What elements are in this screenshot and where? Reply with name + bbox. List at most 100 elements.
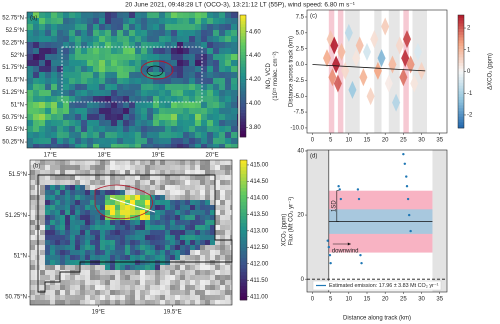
map-cell xyxy=(55,215,60,220)
map-cell xyxy=(60,250,65,255)
map-cell xyxy=(205,230,210,235)
map-cell xyxy=(45,138,51,144)
map-cell xyxy=(195,160,200,165)
map-cell xyxy=(105,24,111,30)
map-cell xyxy=(80,280,85,285)
map-cell xyxy=(93,120,99,126)
map-cell xyxy=(110,180,115,185)
colorbar-cell xyxy=(240,30,246,34)
map-cell xyxy=(55,200,60,205)
map-cell xyxy=(219,138,225,144)
map-cell xyxy=(189,144,195,148)
map-cell xyxy=(55,225,60,230)
map-cell xyxy=(120,280,125,285)
map-cell xyxy=(170,295,175,300)
map-cell xyxy=(190,245,195,250)
map-cell xyxy=(180,265,185,270)
map-cell xyxy=(93,24,99,30)
map-cell xyxy=(110,235,115,240)
map-cell xyxy=(99,84,105,90)
map-cell xyxy=(90,275,95,280)
map-cell xyxy=(180,245,185,250)
map-cell xyxy=(213,126,219,132)
map-cell xyxy=(210,275,215,280)
map-cell xyxy=(177,138,183,144)
map-cell xyxy=(225,114,231,120)
map-cell xyxy=(50,180,55,185)
map-cell xyxy=(140,270,145,275)
map-cell xyxy=(115,185,120,190)
map-cell xyxy=(35,270,40,275)
map-cell xyxy=(237,126,238,132)
map-cell xyxy=(105,300,110,305)
map-cell xyxy=(27,96,33,102)
map-cell xyxy=(105,54,111,60)
colorbar-cell xyxy=(458,113,464,117)
map-cell xyxy=(75,180,80,185)
map-cell xyxy=(93,18,99,24)
map-cell xyxy=(60,210,65,215)
diamond xyxy=(328,68,337,87)
colorbar-cell xyxy=(458,71,464,75)
map-cell xyxy=(50,260,55,265)
map-cell xyxy=(145,190,150,195)
colorbar-cell xyxy=(240,261,247,266)
map-cell xyxy=(231,48,237,54)
map-cell xyxy=(60,270,65,275)
map-cell xyxy=(69,12,75,18)
map-cell xyxy=(95,230,100,235)
map-cell xyxy=(85,235,90,240)
map-cell xyxy=(35,220,40,225)
y-tick-label: 51.25°N xyxy=(5,213,27,219)
map-cell xyxy=(65,160,70,165)
map-cell xyxy=(165,180,170,185)
map-cell xyxy=(190,235,195,240)
colorbar-cell xyxy=(240,181,247,185)
flux-point xyxy=(407,213,411,217)
map-cell xyxy=(141,96,147,102)
map-cell xyxy=(225,18,231,24)
map-cell xyxy=(117,108,123,114)
map-cell xyxy=(130,195,135,200)
map-cell xyxy=(39,66,45,72)
map-cell xyxy=(57,144,63,148)
map-cell xyxy=(40,210,45,215)
map-cell xyxy=(75,48,81,54)
map-cell xyxy=(45,126,51,132)
map-cell xyxy=(140,250,145,255)
map-cell xyxy=(170,285,175,290)
map-cell xyxy=(207,48,213,54)
map-cell xyxy=(205,180,210,185)
map-cell xyxy=(140,200,145,205)
map-cell xyxy=(85,240,90,245)
colorbar-tick-label: 411.00 xyxy=(250,294,269,300)
map-cell xyxy=(39,144,45,148)
map-cell xyxy=(205,240,210,245)
map-cell xyxy=(190,160,195,165)
map-cell xyxy=(145,220,150,225)
map-cell xyxy=(185,265,190,270)
map-cell xyxy=(207,72,213,78)
map-cell xyxy=(219,24,225,30)
map-cell xyxy=(141,42,147,48)
map-cell xyxy=(105,275,110,280)
map-cell xyxy=(177,36,183,42)
map-cell xyxy=(75,185,80,190)
map-cell xyxy=(205,260,210,265)
map-cell xyxy=(65,195,70,200)
map-cell xyxy=(75,200,80,205)
map-cell xyxy=(27,48,33,54)
map-cell xyxy=(90,230,95,235)
map-cell xyxy=(189,120,195,126)
map-cell xyxy=(201,72,207,78)
x-tick-label: 25 xyxy=(400,297,407,303)
map-cell xyxy=(69,90,75,96)
map-cell xyxy=(110,220,115,225)
colorbar-cell xyxy=(240,202,247,206)
map-cell xyxy=(75,90,81,96)
map-cell xyxy=(75,42,81,48)
map-cell xyxy=(171,102,177,108)
map-cell xyxy=(90,245,95,250)
map-cell xyxy=(95,165,100,170)
map-cell xyxy=(170,265,175,270)
